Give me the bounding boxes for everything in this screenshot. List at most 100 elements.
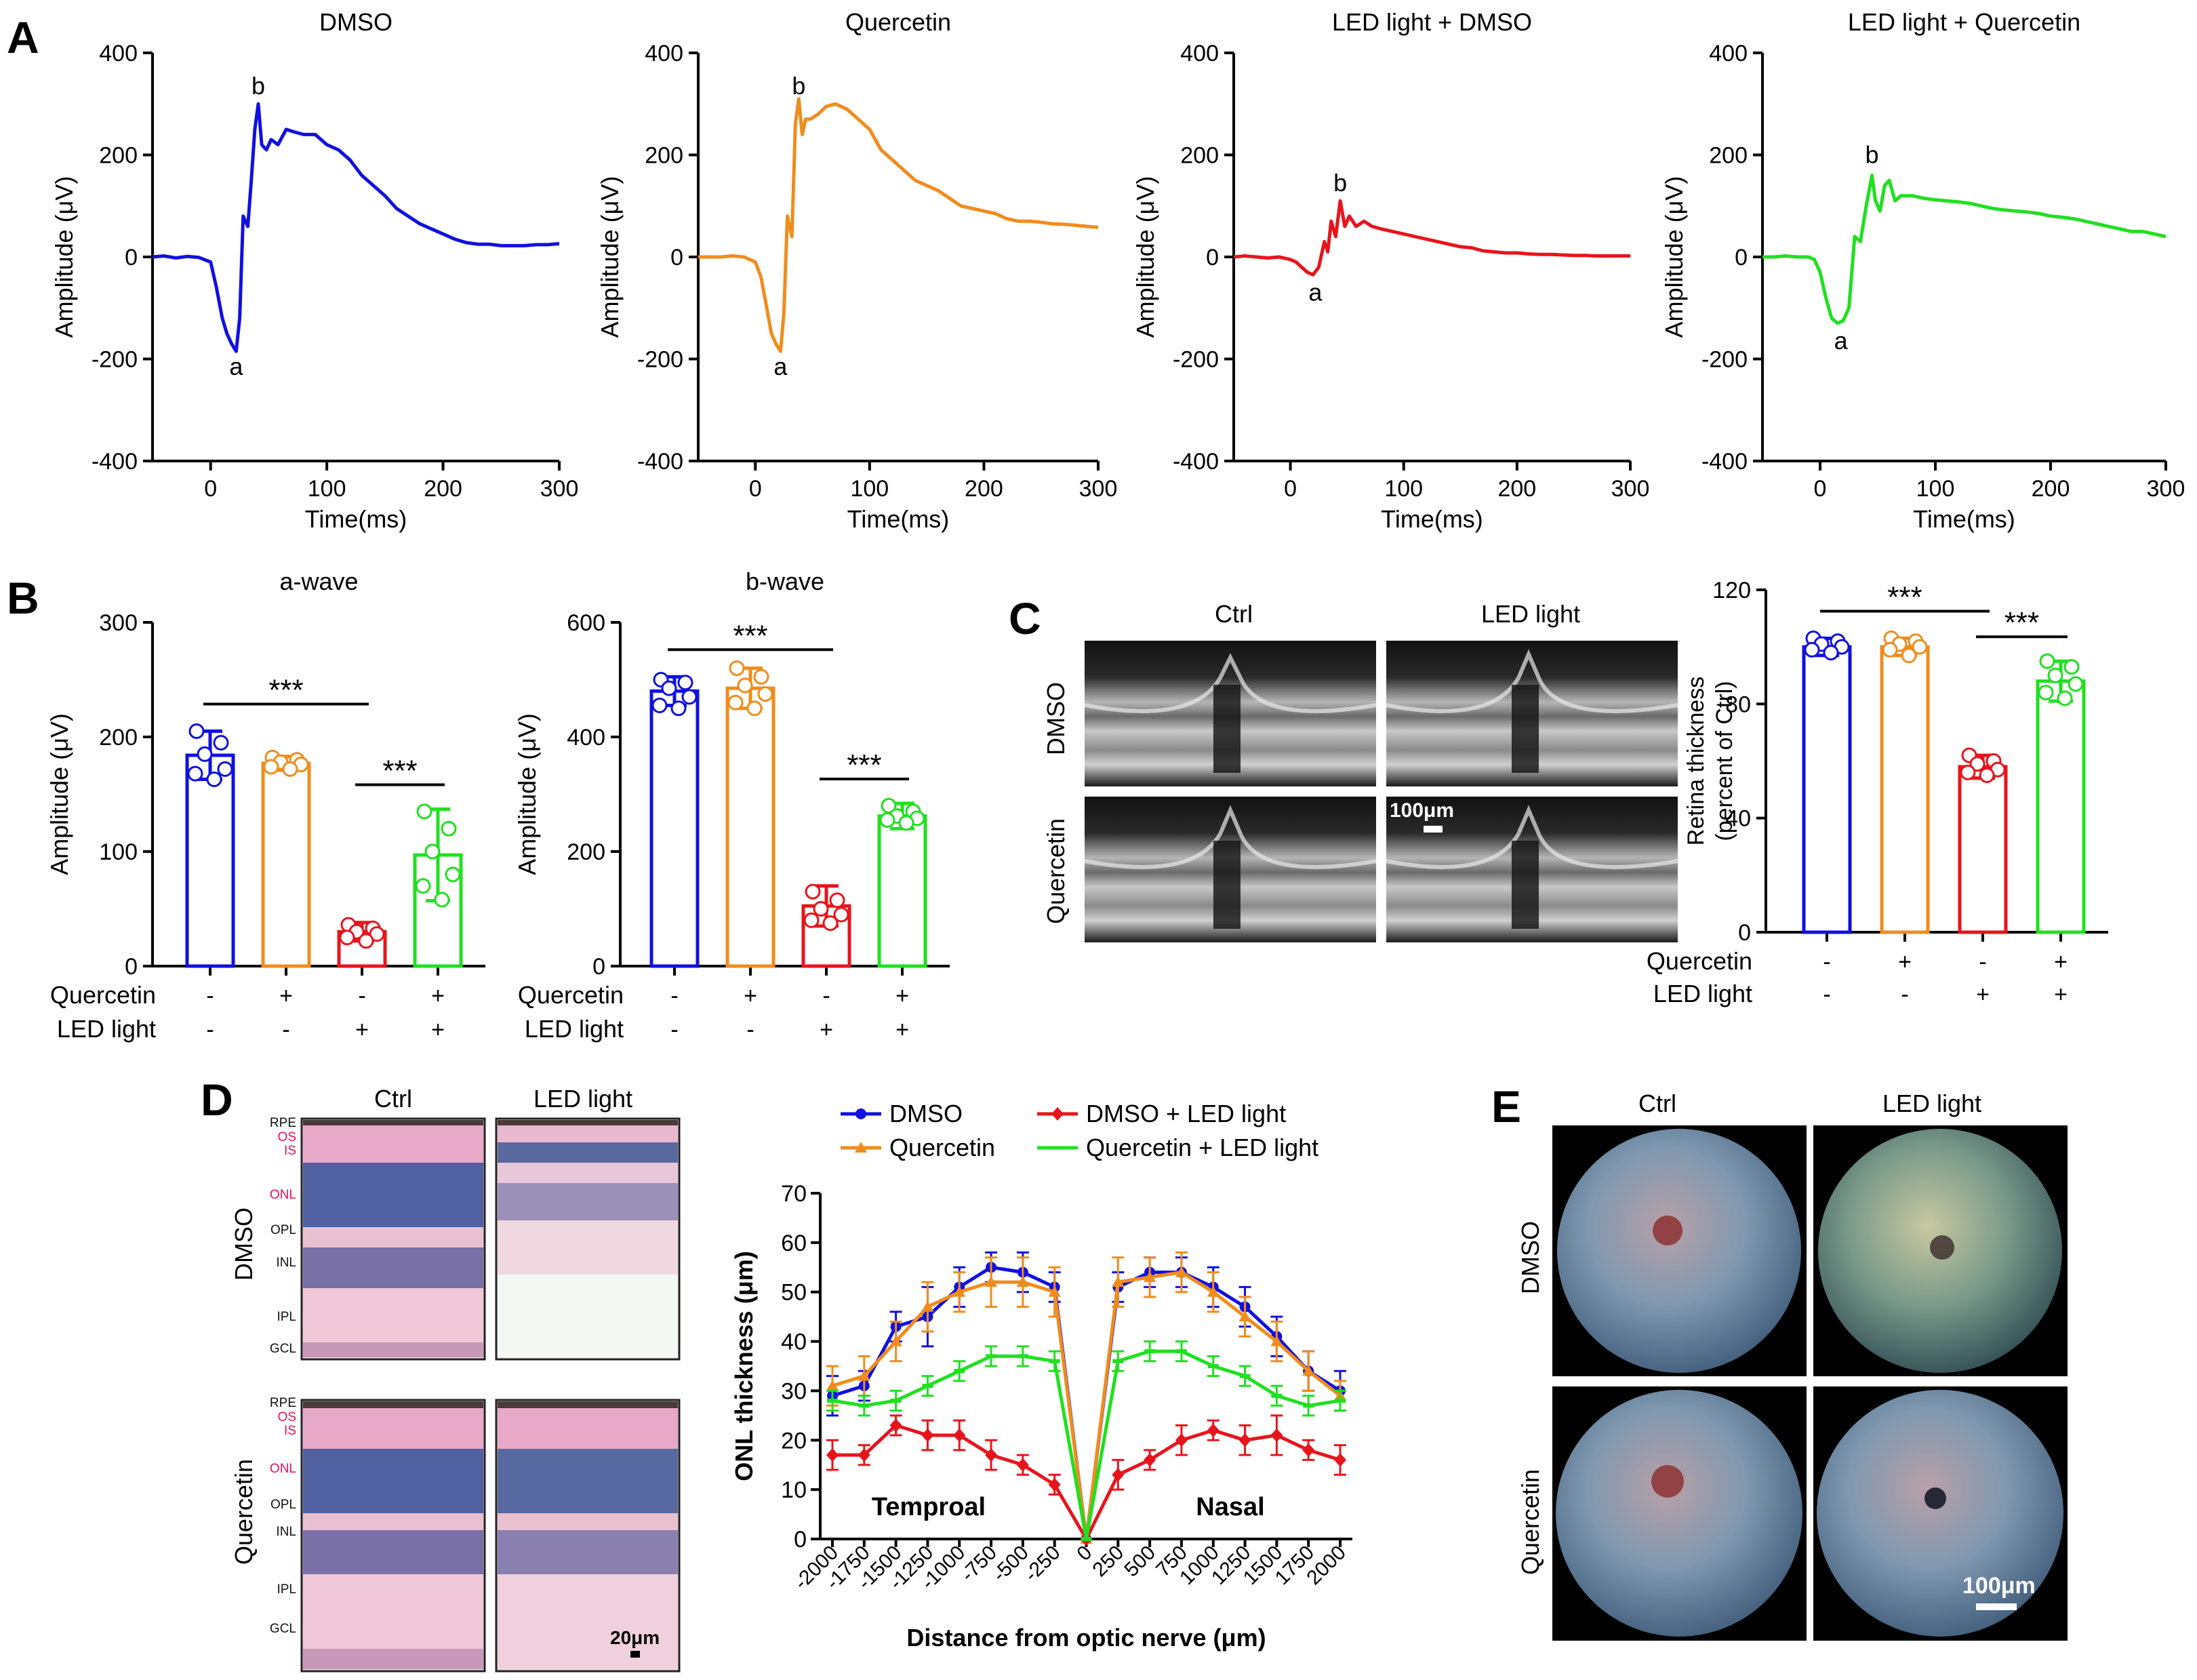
retina-layer-label-is: IS <box>284 1144 296 1158</box>
data-point <box>921 1428 934 1442</box>
fundus-image-dmso-led <box>1813 1125 2068 1376</box>
significance-stars: *** <box>847 748 881 782</box>
y-tick-label: 600 <box>567 610 605 636</box>
condition-sign: - <box>670 983 678 1009</box>
x-tick-label: 0 <box>204 476 217 502</box>
condition-sign: - <box>358 983 365 1009</box>
panel-label-e: E <box>1491 1081 1521 1132</box>
data-point <box>2047 667 2063 683</box>
retina-layer-label-ipl: IPL <box>277 1310 296 1324</box>
data-point <box>1175 1266 1188 1277</box>
wave-annotation-a: a <box>1834 327 1849 355</box>
data-point <box>953 1285 966 1297</box>
fundus-image-dmso-ctrl <box>1552 1125 1807 1376</box>
condition-sign: + <box>431 983 445 1009</box>
retina-layer-label-os: OS <box>278 1410 296 1424</box>
condition-sign: - <box>746 1017 754 1043</box>
y-tick-label: 40 <box>781 1329 807 1355</box>
chart-bar-a-wave: a-wave 0 100 200 300 Amplitude (μV) *** *** Quer… <box>45 567 485 1043</box>
data-point <box>898 815 914 831</box>
bar <box>1958 765 2008 934</box>
retina-layer-label-opl: OPL <box>270 1498 296 1512</box>
legend-label: DMSO + LED light <box>1086 1100 1286 1127</box>
oct-image-quercetin-ctrl <box>1084 797 1377 942</box>
data-point <box>434 892 450 908</box>
condition-sign: - <box>1823 949 1830 975</box>
histo-scale-bar-label: 20μm <box>610 1627 660 1648</box>
condition-sign: - <box>206 983 214 1009</box>
y-tick-label: -200 <box>1701 347 1748 373</box>
y-tick-label: -200 <box>637 347 683 373</box>
fundus-image-quercetin-led: 100μm <box>1813 1386 2068 1641</box>
region-label-nasal: Nasal <box>1196 1493 1264 1521</box>
chart-erg-dmso: DMSO -400 -200 0 200 400 0 100 200 300 Time(ms) Amp… <box>50 8 578 533</box>
data-point <box>1016 1458 1029 1472</box>
condition-sign: + <box>820 1017 833 1043</box>
x-tick-label: 0 <box>1284 476 1297 502</box>
data-point <box>2057 690 2073 706</box>
y-tick-label: -200 <box>92 347 138 373</box>
wave-annotation-a: a <box>1308 279 1323 306</box>
data-point <box>1144 1271 1156 1282</box>
bar <box>1802 645 1852 934</box>
wave-annotation-b: b <box>1333 169 1347 197</box>
y-tick-label: 0 <box>1206 245 1219 271</box>
y-tick-label: 300 <box>99 610 138 636</box>
retina-layer-label-rpe: RPE <box>270 1116 296 1130</box>
data-point <box>369 926 385 942</box>
chart-title: Quercetin <box>845 8 951 36</box>
condition-row-label: Quercetin <box>1647 947 1752 975</box>
panel-label-c: C <box>1009 593 1041 643</box>
y-tick-label: 400 <box>1709 41 1748 66</box>
y-tick-label: 100 <box>99 839 138 865</box>
y-axis-label: Amplitude (μV) <box>513 713 541 875</box>
data-point <box>282 761 298 777</box>
condition-sign: + <box>2054 982 2068 1007</box>
y-tick-label: 0 <box>125 954 138 980</box>
y-tick-label: 0 <box>794 1527 807 1553</box>
data-point <box>424 843 441 860</box>
bar <box>1880 645 1930 934</box>
condition-row-label: Quercetin <box>518 981 624 1009</box>
bar <box>261 761 311 968</box>
condition-row-label: Quercetin <box>50 981 156 1009</box>
x-tick-label: 200 <box>2032 476 2070 502</box>
legend-marker <box>855 1108 866 1119</box>
histo-image-quercetin-led: 20μm <box>495 1399 681 1673</box>
histo-image-dmso-led <box>495 1117 681 1361</box>
data-point <box>661 680 677 696</box>
x-tick-label: 200 <box>965 476 1003 502</box>
x-tick-label: 100 <box>850 476 889 502</box>
data-point <box>1270 1335 1283 1346</box>
fundus-image-quercetin-ctrl <box>1552 1386 1807 1641</box>
legend-marker <box>1051 1107 1064 1121</box>
wave-annotation-b: b <box>1865 141 1878 169</box>
data-point <box>813 901 829 917</box>
x-tick-label: 300 <box>1611 476 1650 502</box>
y-tick-label: 400 <box>567 725 605 751</box>
y-axis-label: Amplitude (μV) <box>50 176 78 338</box>
histo-col-label-led: LED light <box>533 1085 632 1113</box>
fundus-scale-bar-label: 100μm <box>1962 1573 2036 1599</box>
y-axis-label-line: (percent of Ctrl) <box>1712 681 1737 841</box>
retina-layer-label-opl: OPL <box>270 1223 296 1237</box>
data-point <box>1207 1285 1220 1297</box>
data-point <box>729 660 745 677</box>
data-point <box>953 1428 966 1442</box>
y-tick-label: 200 <box>645 143 683 169</box>
y-tick-label: 0 <box>125 245 138 271</box>
y-axis-label: Amplitude (μV) <box>1660 176 1688 338</box>
x-axis-label: Time(ms) <box>1381 505 1483 533</box>
fundus-row-label-dmso: DMSO <box>1516 1221 1544 1294</box>
series-quercetin-led-light <box>826 1340 1346 1541</box>
y-tick-label: -400 <box>1701 449 1748 475</box>
fundus-scale-bar <box>1976 1603 2017 1610</box>
y-tick-label: 200 <box>1709 143 1748 169</box>
x-tick-label: -250 <box>1020 1542 1065 1586</box>
erg-trace <box>698 97 1099 353</box>
condition-sign: - <box>822 983 830 1009</box>
condition-sign: + <box>2054 949 2068 975</box>
y-tick-label: 50 <box>781 1280 807 1306</box>
y-tick-label: 400 <box>99 41 138 66</box>
